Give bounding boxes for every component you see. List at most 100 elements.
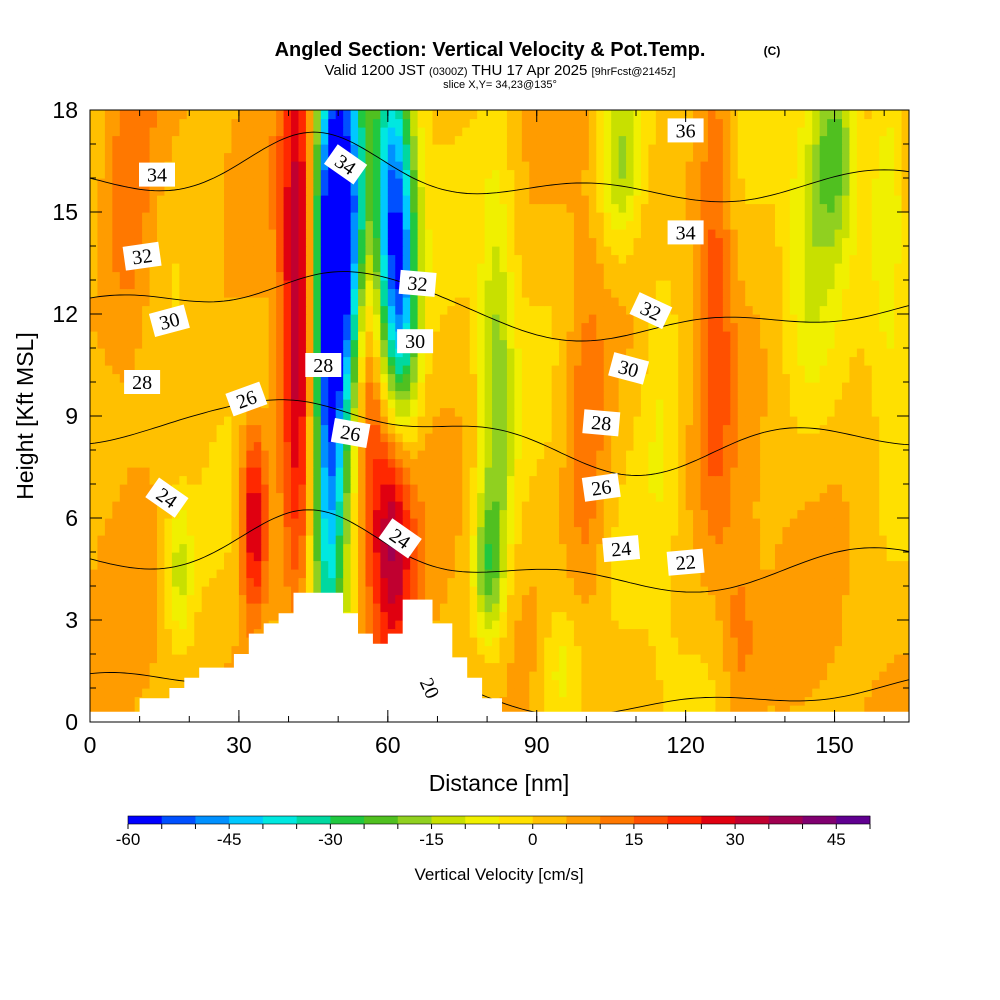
velocity-cell: [499, 645, 508, 655]
velocity-cell: [730, 450, 739, 460]
velocity-cell: [819, 492, 828, 502]
velocity-cell: [305, 518, 314, 528]
velocity-cell: [827, 407, 836, 417]
velocity-cell: [142, 526, 151, 536]
velocity-cell: [871, 424, 880, 434]
velocity-cell: [320, 552, 329, 562]
velocity-cell: [469, 373, 478, 383]
velocity-cell: [253, 526, 262, 536]
velocity-cell: [268, 586, 277, 596]
velocity-cell: [134, 416, 143, 426]
velocity-cell: [112, 492, 121, 502]
velocity-cell: [134, 577, 143, 587]
velocity-cell: [112, 577, 121, 587]
velocity-cell: [655, 620, 664, 630]
velocity-cell: [767, 705, 776, 715]
velocity-cell: [521, 373, 530, 383]
velocity-cell: [268, 458, 277, 468]
velocity-cell: [164, 679, 173, 689]
velocity-cell: [291, 569, 300, 579]
velocity-cell: [186, 373, 195, 383]
velocity-cell: [849, 424, 858, 434]
velocity-cell: [737, 518, 746, 528]
velocity-cell: [588, 645, 597, 655]
velocity-cell: [871, 696, 880, 706]
velocity-cell: [112, 586, 121, 596]
velocity-cell: [544, 407, 553, 417]
velocity-cell: [670, 586, 679, 596]
velocity-cell: [432, 475, 441, 485]
velocity-cell: [551, 679, 560, 689]
velocity-cell: [841, 501, 851, 511]
velocity-cell: [157, 399, 166, 409]
velocity-cell: [157, 662, 166, 672]
velocity-cell: [462, 543, 471, 553]
velocity-cell: [209, 569, 218, 579]
velocity-cell: [678, 628, 687, 638]
velocity-cell: [358, 416, 367, 426]
velocity-cell: [819, 603, 828, 613]
velocity-cell: [745, 662, 754, 672]
velocity-cell: [640, 458, 650, 468]
velocity-cell: [127, 407, 136, 417]
velocity-cell: [626, 348, 635, 358]
velocity-cell: [432, 390, 441, 400]
velocity-cell: [157, 365, 166, 375]
velocity-cell: [752, 594, 761, 604]
velocity-cell: [358, 628, 367, 638]
velocity-cell: [521, 382, 530, 392]
velocity-cell: [402, 441, 411, 451]
velocity-cell: [246, 331, 255, 341]
velocity-cell: [447, 458, 456, 468]
velocity-cell: [127, 331, 136, 341]
velocity-cell: [261, 433, 270, 443]
velocity-cell: [841, 416, 851, 426]
velocity-cell: [291, 492, 300, 502]
velocity-cell: [358, 620, 367, 630]
velocity-cell: [492, 348, 501, 358]
velocity-cell: [670, 416, 679, 426]
velocity-cell: [722, 365, 731, 375]
velocity-cell: [856, 407, 865, 417]
velocity-cell: [157, 611, 166, 621]
velocity-cell: [134, 552, 143, 562]
velocity-cell: [782, 671, 791, 681]
velocity-cell: [104, 390, 113, 400]
velocity-cell: [752, 390, 761, 400]
velocity-cell: [417, 441, 426, 451]
velocity-cell: [417, 390, 426, 400]
velocity-cell: [730, 484, 739, 494]
velocity-cell: [447, 484, 456, 494]
velocity-cell: [536, 416, 545, 426]
velocity-cell: [767, 467, 776, 477]
velocity-cell: [484, 628, 493, 638]
velocity-cell: [514, 543, 523, 553]
velocity-cell: [313, 543, 322, 553]
velocity-cell: [879, 577, 888, 587]
velocity-cell: [804, 339, 813, 349]
velocity-cell: [700, 365, 709, 375]
velocity-cell: [320, 373, 329, 383]
velocity-cell: [521, 339, 530, 349]
velocity-cell: [246, 441, 255, 451]
velocity-cell: [566, 662, 575, 672]
velocity-cell: [149, 339, 158, 349]
velocity-cell: [663, 399, 672, 409]
velocity-cell: [573, 535, 582, 545]
velocity-cell: [544, 365, 553, 375]
velocity-cell: [201, 535, 210, 545]
velocity-cell: [841, 535, 851, 545]
velocity-cell: [678, 518, 687, 528]
velocity-cell: [767, 475, 776, 485]
velocity-cell: [864, 407, 873, 417]
velocity-cell: [700, 441, 709, 451]
velocity-cell: [410, 407, 419, 417]
velocity-cell: [462, 594, 471, 604]
velocity-cell: [216, 662, 225, 672]
velocity-cell: [841, 569, 851, 579]
velocity-cell: [164, 586, 173, 596]
velocity-cell: [573, 433, 582, 443]
velocity-cell: [722, 543, 731, 553]
velocity-cell: [715, 518, 724, 528]
velocity-cell: [596, 662, 605, 672]
